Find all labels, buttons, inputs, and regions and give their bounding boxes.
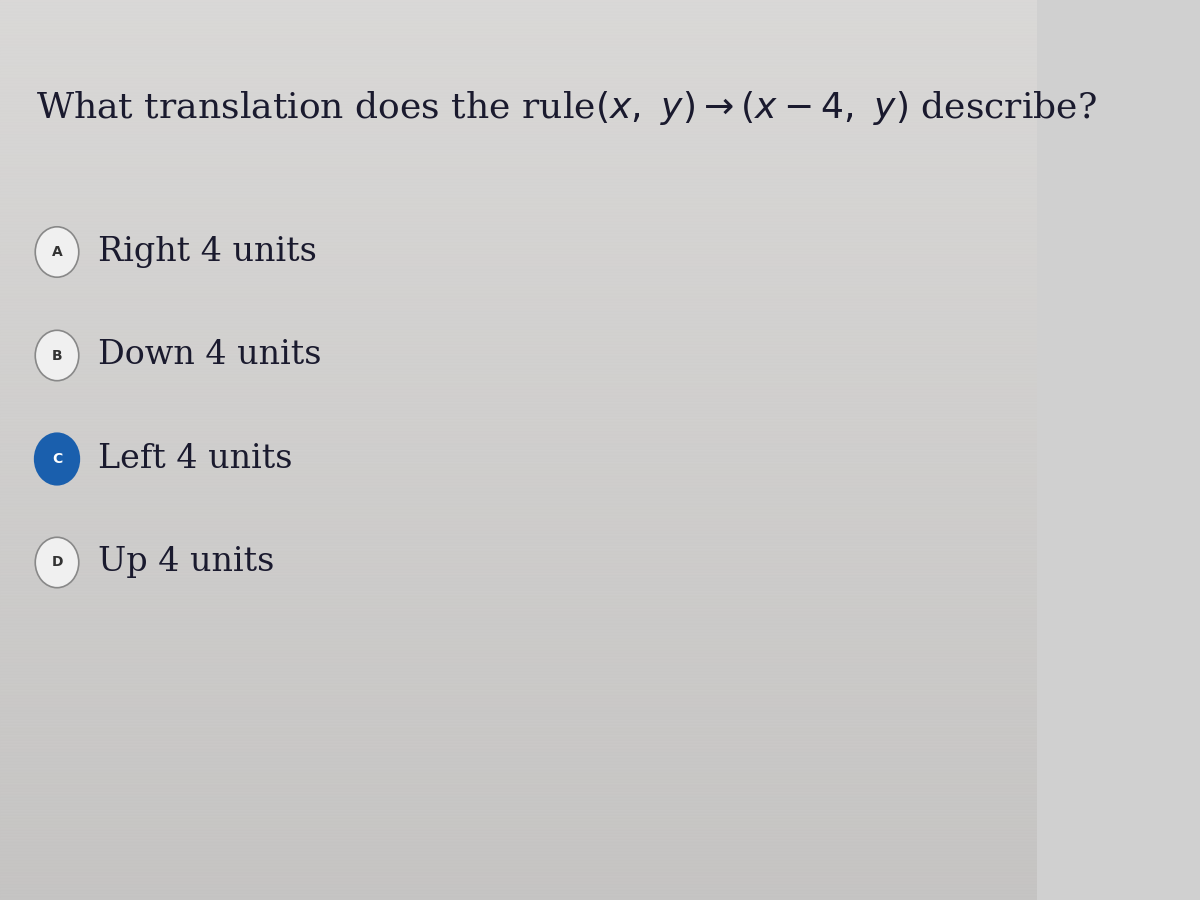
Text: B: B	[52, 348, 62, 363]
Text: Down 4 units: Down 4 units	[98, 339, 322, 372]
Text: D: D	[52, 555, 62, 570]
Ellipse shape	[35, 227, 79, 277]
Text: Up 4 units: Up 4 units	[98, 546, 275, 579]
Text: C: C	[52, 452, 62, 466]
Ellipse shape	[35, 330, 79, 381]
Text: Left 4 units: Left 4 units	[98, 443, 293, 475]
Text: A: A	[52, 245, 62, 259]
Ellipse shape	[35, 434, 79, 484]
Ellipse shape	[35, 537, 79, 588]
Text: Right 4 units: Right 4 units	[98, 236, 317, 268]
Text: What translation does the rule$(x,\ y) \rightarrow (x - 4,\ y)$ describe?: What translation does the rule$(x,\ y) \…	[36, 89, 1097, 127]
